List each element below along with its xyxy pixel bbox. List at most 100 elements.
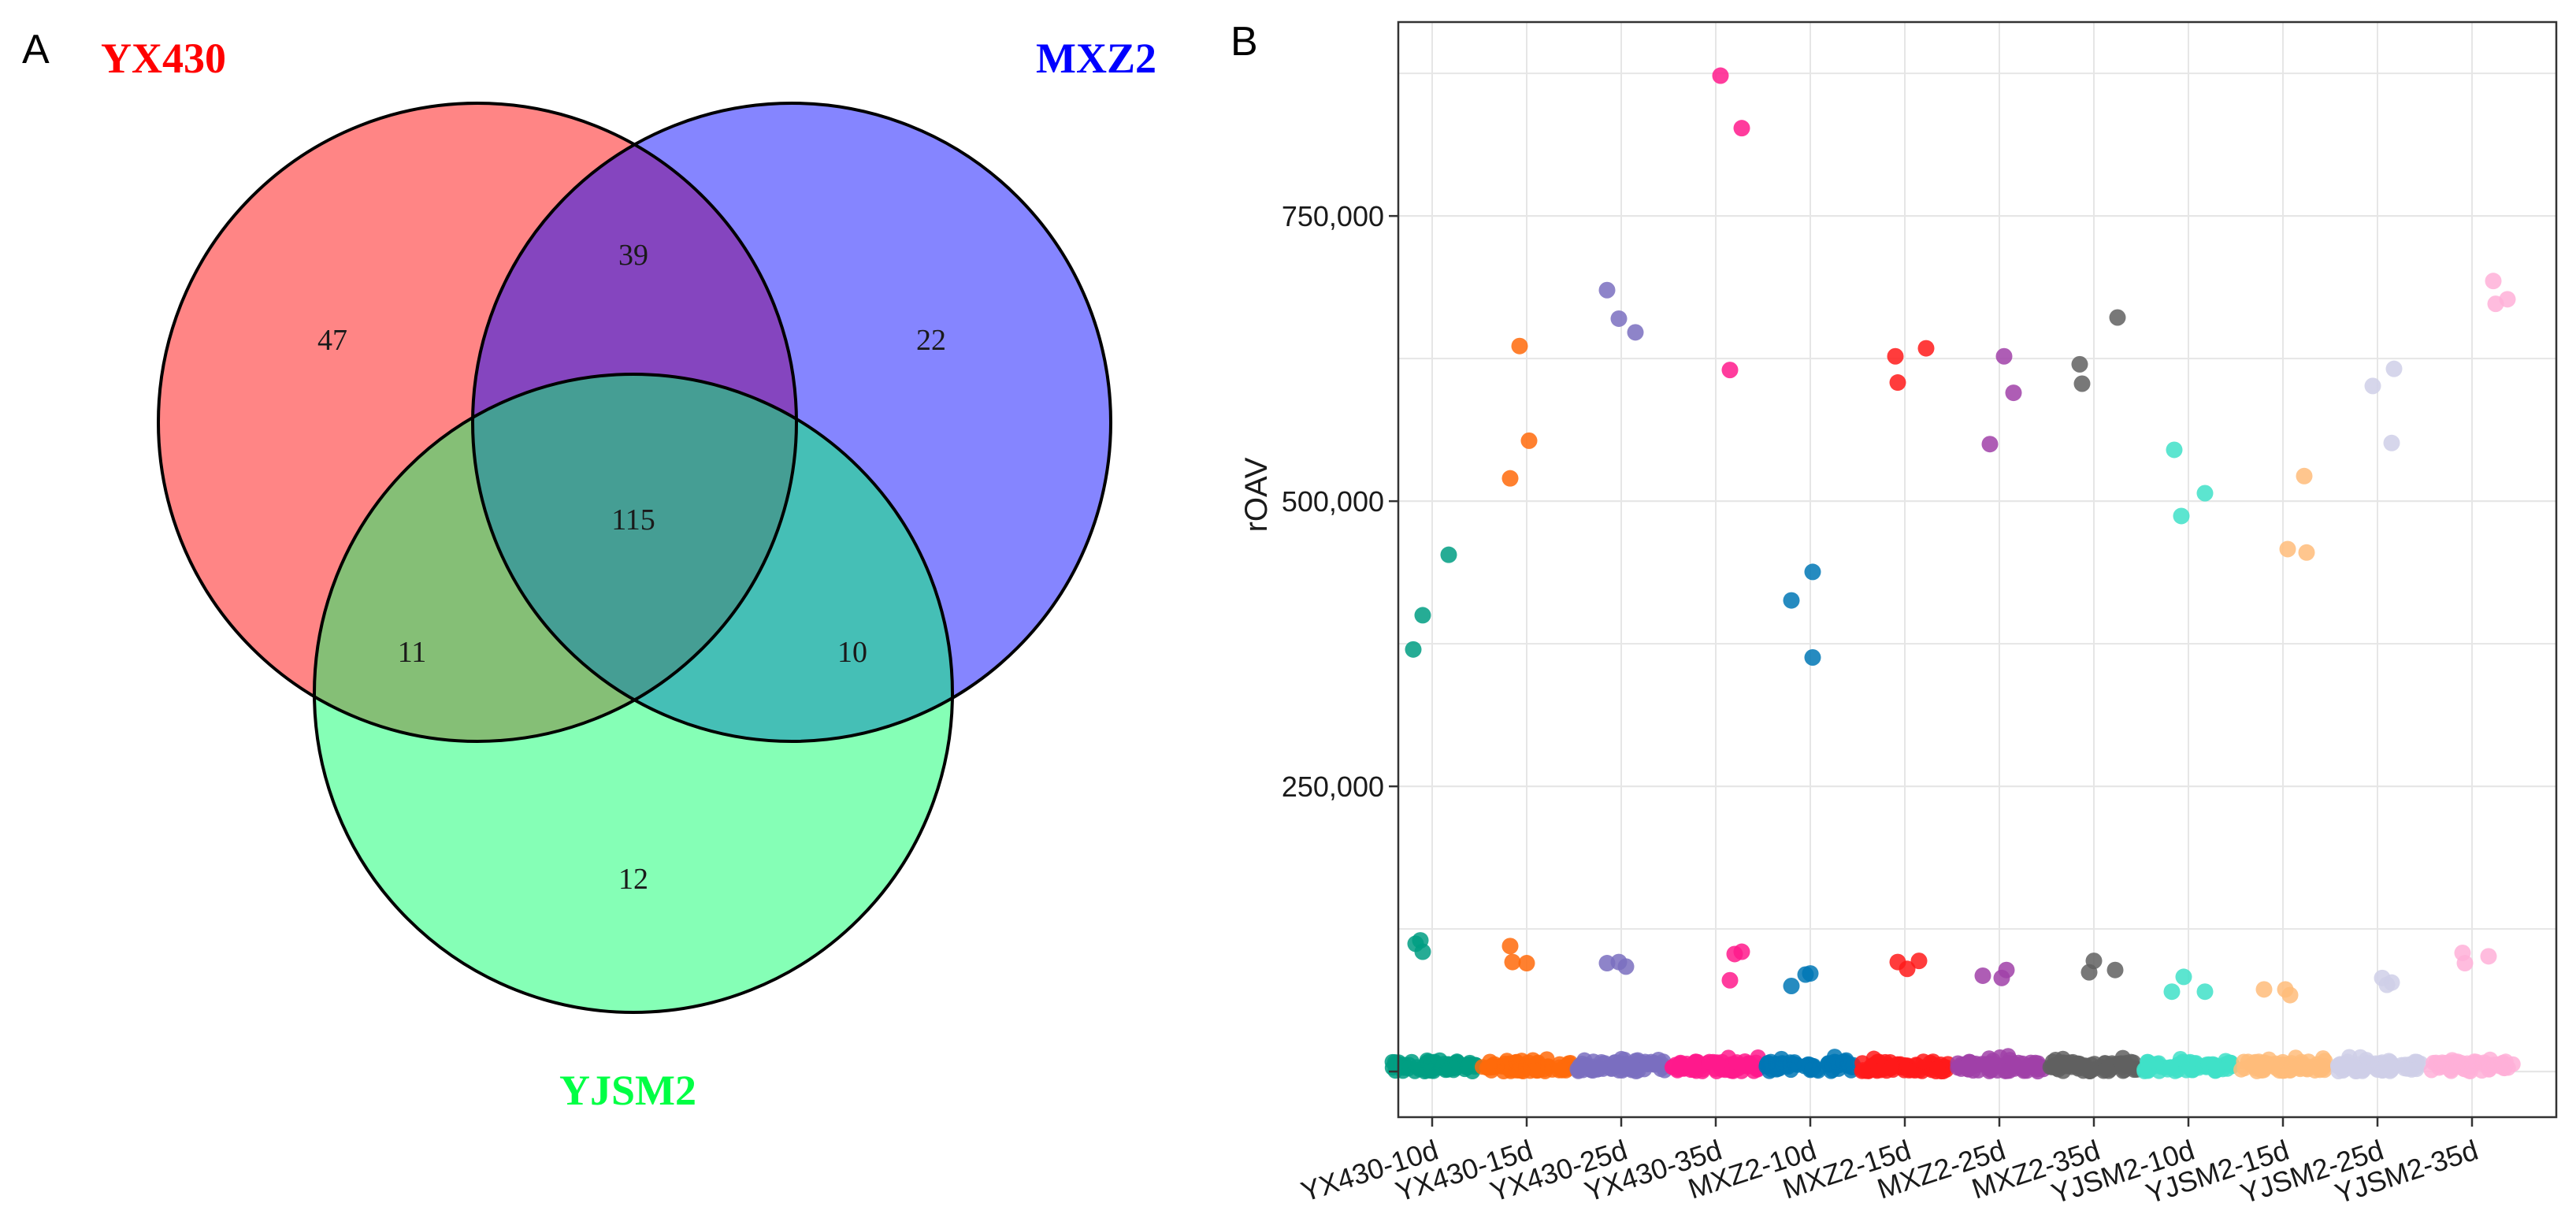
venn-set-yjsm2 [314, 374, 952, 1012]
venn-region-yx430-yjsm2: 11 [398, 636, 427, 669]
data-point [2085, 952, 2103, 970]
data-point-baseline [2246, 1055, 2262, 1071]
data-point-baseline [2436, 1057, 2452, 1074]
data-point [2073, 375, 2091, 392]
data-point [1511, 337, 1528, 355]
data-point-baseline [1991, 1049, 2008, 1065]
data-point [2279, 540, 2296, 558]
data-point [1617, 958, 1635, 975]
data-point-baseline [2329, 1057, 2346, 1074]
data-point [1721, 971, 1739, 989]
data-point [2109, 309, 2126, 326]
data-point [1917, 340, 1935, 357]
data-point-baseline [2375, 1060, 2392, 1076]
data-point [1598, 281, 1616, 299]
data-point-baseline [1445, 1060, 1461, 1077]
plot-frame [1397, 20, 2558, 1119]
data-point-baseline [1873, 1062, 1889, 1079]
data-point-baseline [1433, 1059, 1449, 1075]
data-point [1627, 324, 1644, 341]
data-point-baseline [1761, 1063, 1778, 1079]
data-point-baseline [2100, 1063, 2117, 1079]
data-point [2298, 544, 2315, 561]
data-point [2175, 968, 2192, 986]
venn-diagram: YX430 MXZ2 YJSM2 47 22 12 39 11 10 115 [101, 35, 1156, 1114]
data-point-baseline [2208, 1061, 2225, 1078]
data-point [1802, 965, 1819, 982]
venn-outline-yx430 [157, 102, 798, 743]
venn-outline-mxz2 [471, 102, 1112, 743]
data-points [1384, 67, 2521, 1080]
data-point [1440, 546, 1457, 563]
data-point [2005, 384, 2022, 402]
data-point [2106, 961, 2124, 978]
venn-label-mxz2: MXZ2 [1036, 35, 1156, 82]
data-point [1414, 943, 1431, 960]
data-point [1501, 470, 1519, 487]
x-axis: YX430-10dYX430-15dYX430-25dYX430-35dMXZ2… [1297, 1117, 2481, 1210]
data-point-baseline [2492, 1058, 2508, 1075]
data-point [1981, 436, 1999, 453]
data-point-baseline [1482, 1053, 1498, 1070]
venn-label-yx430: YX430 [101, 35, 226, 82]
panel-label-b: B [1230, 19, 1258, 65]
data-point [1733, 943, 1750, 960]
data-point [1910, 952, 1928, 970]
data-point-baseline [1835, 1053, 1851, 1070]
data-point-baseline [2077, 1057, 2093, 1074]
data-point [2071, 355, 2088, 373]
venn-region-yx430-mxz2: 39 [618, 239, 648, 272]
venn-label-yjsm2: YJSM2 [559, 1067, 696, 1114]
data-point [2383, 434, 2400, 451]
venn-region-mxz2-only: 22 [916, 324, 946, 357]
data-point [2166, 441, 2183, 459]
data-point [2499, 291, 2516, 308]
data-point [2255, 981, 2273, 998]
data-point [1733, 120, 1750, 137]
data-point [1783, 592, 1800, 609]
data-point-baseline [1395, 1060, 1412, 1076]
data-point [1405, 641, 1422, 658]
grid-lines [1398, 22, 2556, 1117]
venn-region-all-three: 115 [611, 503, 655, 537]
data-point [2196, 983, 2214, 1001]
data-point [1889, 374, 1906, 392]
y-tick-label: 500,000 [1282, 485, 1384, 518]
data-point [2296, 467, 2313, 485]
data-point [2281, 986, 2299, 1004]
data-point [1804, 563, 1821, 581]
data-point-baseline [1607, 1054, 1624, 1071]
data-point [1518, 955, 1535, 972]
data-point-baseline [1915, 1053, 1932, 1070]
data-point-baseline [2354, 1063, 2370, 1079]
data-point [1610, 310, 1628, 327]
y-tick-label: 250,000 [1282, 771, 1384, 803]
data-point-baseline [2005, 1056, 2021, 1072]
data-point [2163, 983, 2181, 1001]
data-point [1804, 648, 1821, 666]
data-point [2196, 485, 2214, 502]
data-point [2485, 273, 2502, 290]
data-point [1504, 953, 1521, 971]
data-point-baseline [2116, 1062, 2132, 1079]
venn-set-yx430 [158, 103, 796, 741]
data-point [1721, 362, 1739, 379]
venn-set-mxz2 [473, 103, 1111, 741]
data-point [1520, 432, 1538, 449]
data-point [2383, 974, 2400, 991]
data-point-baseline [1953, 1060, 1969, 1077]
data-point [2480, 948, 2497, 965]
y-axis: 250,000 500,000 750,000 [1282, 200, 1398, 1073]
data-point-baseline [1804, 1060, 1821, 1076]
data-point-baseline [1619, 1060, 1635, 1077]
data-point [1783, 977, 1800, 994]
data-point-baseline [1508, 1062, 1524, 1079]
data-point [2385, 360, 2403, 377]
y-axis-label: rOAV [1239, 457, 1274, 532]
venn-region-yjsm2-only: 12 [618, 863, 648, 896]
scatter-plot: 250,000 500,000 750,000 YX430-10dYX430-15d… [1239, 20, 2558, 1210]
data-point [2173, 507, 2190, 525]
data-point [1998, 961, 2015, 978]
data-point-baseline [1459, 1056, 1475, 1073]
